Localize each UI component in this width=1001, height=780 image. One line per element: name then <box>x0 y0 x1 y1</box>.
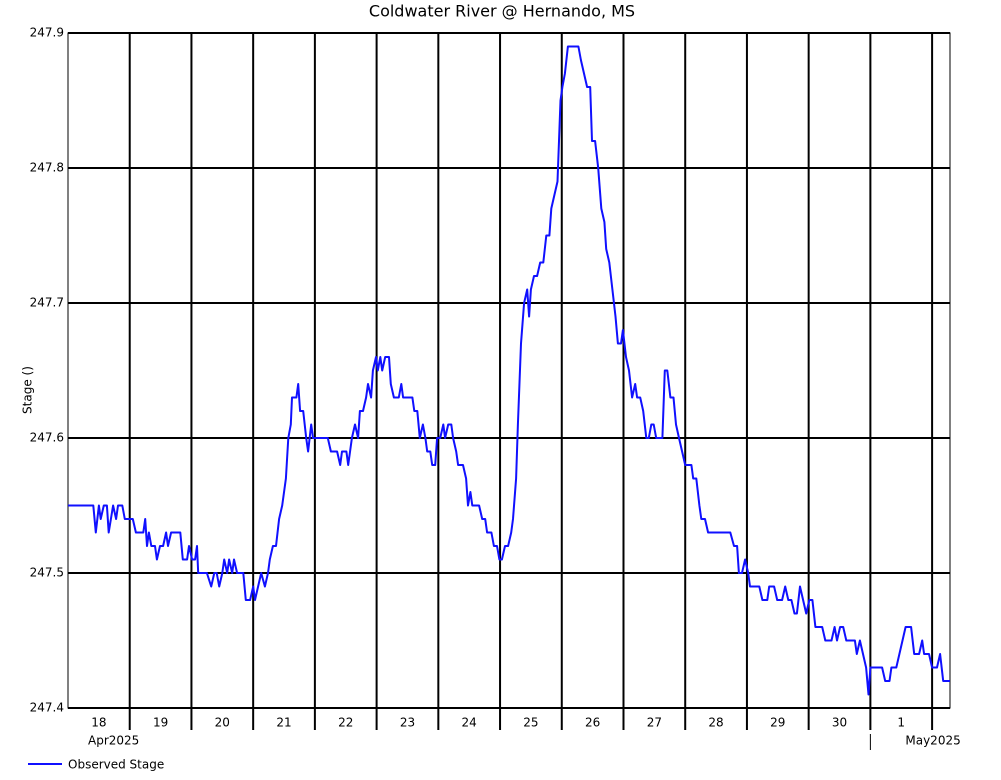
x-tick-label: 20 <box>215 716 230 730</box>
month-label: May2025 <box>905 734 960 748</box>
y-tick-label: 247.6 <box>30 431 64 445</box>
y-tick-label: 247.8 <box>30 161 64 175</box>
x-tick-label: 1 <box>897 716 905 730</box>
x-tick-label: 27 <box>647 716 662 730</box>
x-tick-label: 30 <box>832 716 847 730</box>
x-tick-label: 25 <box>523 716 538 730</box>
y-tick-label: 247.4 <box>30 701 64 715</box>
x-tick-label: 28 <box>708 716 723 730</box>
y-tick-label: 247.5 <box>30 566 64 580</box>
y-tick-label: 247.9 <box>30 26 64 40</box>
x-tick-label: 18 <box>91 716 106 730</box>
plot-border <box>67 32 951 709</box>
chart-title: Coldwater River @ Hernando, MS <box>369 2 635 21</box>
data-line <box>68 45 950 696</box>
x-tick-label: 26 <box>585 716 600 730</box>
y-axis-label: Stage () <box>21 366 35 414</box>
x-tick-label: 29 <box>770 716 785 730</box>
x-tick-label: 19 <box>153 716 168 730</box>
legend-label: Observed Stage <box>68 758 164 772</box>
x-tick-label: 23 <box>400 716 415 730</box>
x-tick-label: 22 <box>338 716 353 730</box>
month-label: Apr2025 <box>88 734 139 748</box>
x-tick-label: 21 <box>276 716 291 730</box>
x-tick-label: 24 <box>462 716 477 730</box>
y-tick-label: 247.7 <box>30 296 64 310</box>
